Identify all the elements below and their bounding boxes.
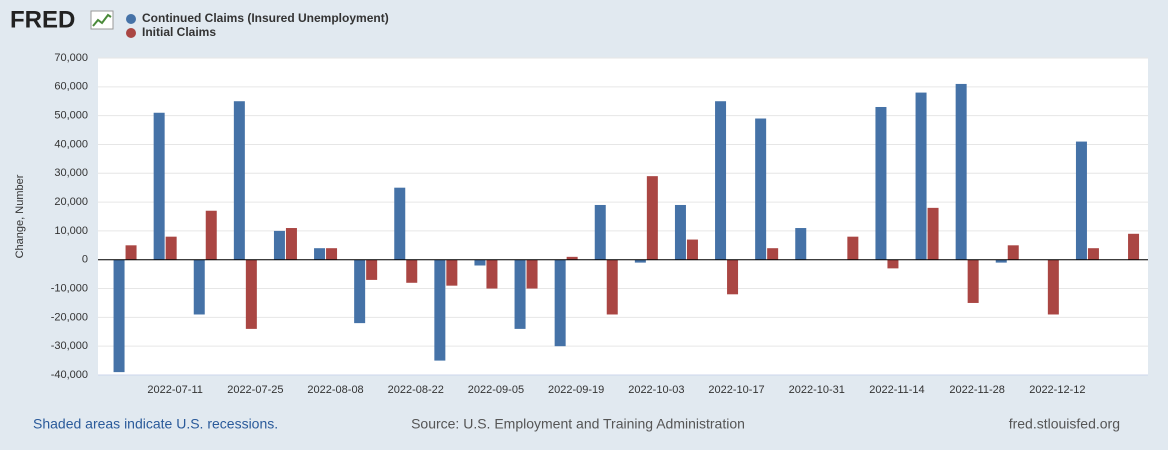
bar [125, 245, 137, 260]
bar [995, 259, 1007, 263]
y-tick-label: 40,000 [54, 138, 88, 150]
x-tick-label: 2022-12-12 [1029, 384, 1085, 396]
y-tick-label: 60,000 [54, 81, 88, 93]
bar [686, 239, 698, 260]
bar [285, 228, 297, 260]
bar [955, 83, 967, 260]
bar [606, 259, 618, 315]
bar [847, 236, 859, 260]
bar [755, 118, 767, 260]
bar [153, 112, 165, 260]
bar [113, 259, 125, 373]
bar [526, 259, 538, 289]
bar [727, 259, 739, 295]
x-tick-label: 2022-11-14 [869, 384, 924, 396]
bar [594, 204, 606, 260]
y-tick-label: -30,000 [51, 340, 88, 352]
footer-site: fred.stlouisfed.org [1009, 416, 1120, 432]
y-tick-label: 10,000 [54, 225, 88, 237]
bar [354, 259, 366, 324]
logo: FRED [10, 6, 75, 33]
y-tick-label: -40,000 [51, 369, 88, 381]
bar [795, 228, 807, 260]
bar [1075, 141, 1087, 260]
legend-label: Continued Claims (Insured Unemployment) [142, 11, 389, 25]
y-axis-label: Change, Number [14, 174, 26, 258]
bar [967, 259, 979, 303]
legend-marker [126, 14, 136, 24]
y-tick-label: 0 [82, 254, 88, 266]
x-tick-label: 2022-10-03 [628, 384, 684, 396]
y-tick-label: -10,000 [51, 282, 88, 294]
bar [715, 101, 727, 260]
bar [165, 236, 177, 260]
bar [486, 259, 498, 289]
x-tick-label: 2022-11-28 [949, 384, 1004, 396]
y-tick-label: 20,000 [54, 196, 88, 208]
y-tick-label: 70,000 [54, 52, 88, 64]
bar [514, 259, 526, 329]
bar [273, 230, 285, 260]
bar [915, 92, 927, 260]
bar [1007, 245, 1019, 260]
x-tick-label: 2022-08-08 [307, 384, 363, 396]
y-tick-label: 50,000 [54, 110, 88, 122]
bar [314, 248, 326, 260]
x-tick-label: 2022-08-22 [388, 384, 444, 396]
bar [245, 259, 257, 329]
bar [1047, 259, 1059, 315]
legend-label: Initial Claims [142, 25, 216, 39]
bar [767, 248, 779, 260]
footer-source: Source: U.S. Employment and Training Adm… [411, 416, 745, 432]
bar [406, 259, 418, 283]
footer-recessions: Shaded areas indicate U.S. recessions. [33, 416, 278, 432]
x-tick-label: 2022-10-31 [789, 384, 845, 396]
bar [233, 101, 245, 260]
bar [434, 259, 446, 361]
bar [927, 207, 939, 260]
bar [394, 187, 406, 260]
bar [205, 210, 217, 260]
x-tick-label: 2022-10-17 [708, 384, 764, 396]
x-tick-label: 2022-09-05 [468, 384, 524, 396]
bar [1087, 248, 1099, 260]
y-tick-label: 30,000 [54, 167, 88, 179]
bar [887, 259, 899, 269]
x-tick-label: 2022-07-11 [147, 384, 202, 396]
bar [193, 259, 205, 315]
bar [326, 248, 338, 260]
y-tick-label: -20,000 [51, 311, 88, 323]
bar [1128, 233, 1140, 260]
x-tick-label: 2022-09-19 [548, 384, 604, 396]
x-tick-label: 2022-07-25 [227, 384, 283, 396]
bar [646, 176, 658, 260]
logo-icon [90, 10, 114, 30]
bar [566, 256, 578, 260]
plot-area [98, 58, 1148, 375]
bar [474, 259, 486, 266]
bar [634, 259, 646, 263]
legend-marker [126, 28, 136, 38]
bar [674, 204, 686, 260]
bar [554, 259, 566, 347]
bar [875, 106, 887, 260]
bar [366, 259, 378, 280]
bar [446, 259, 458, 286]
